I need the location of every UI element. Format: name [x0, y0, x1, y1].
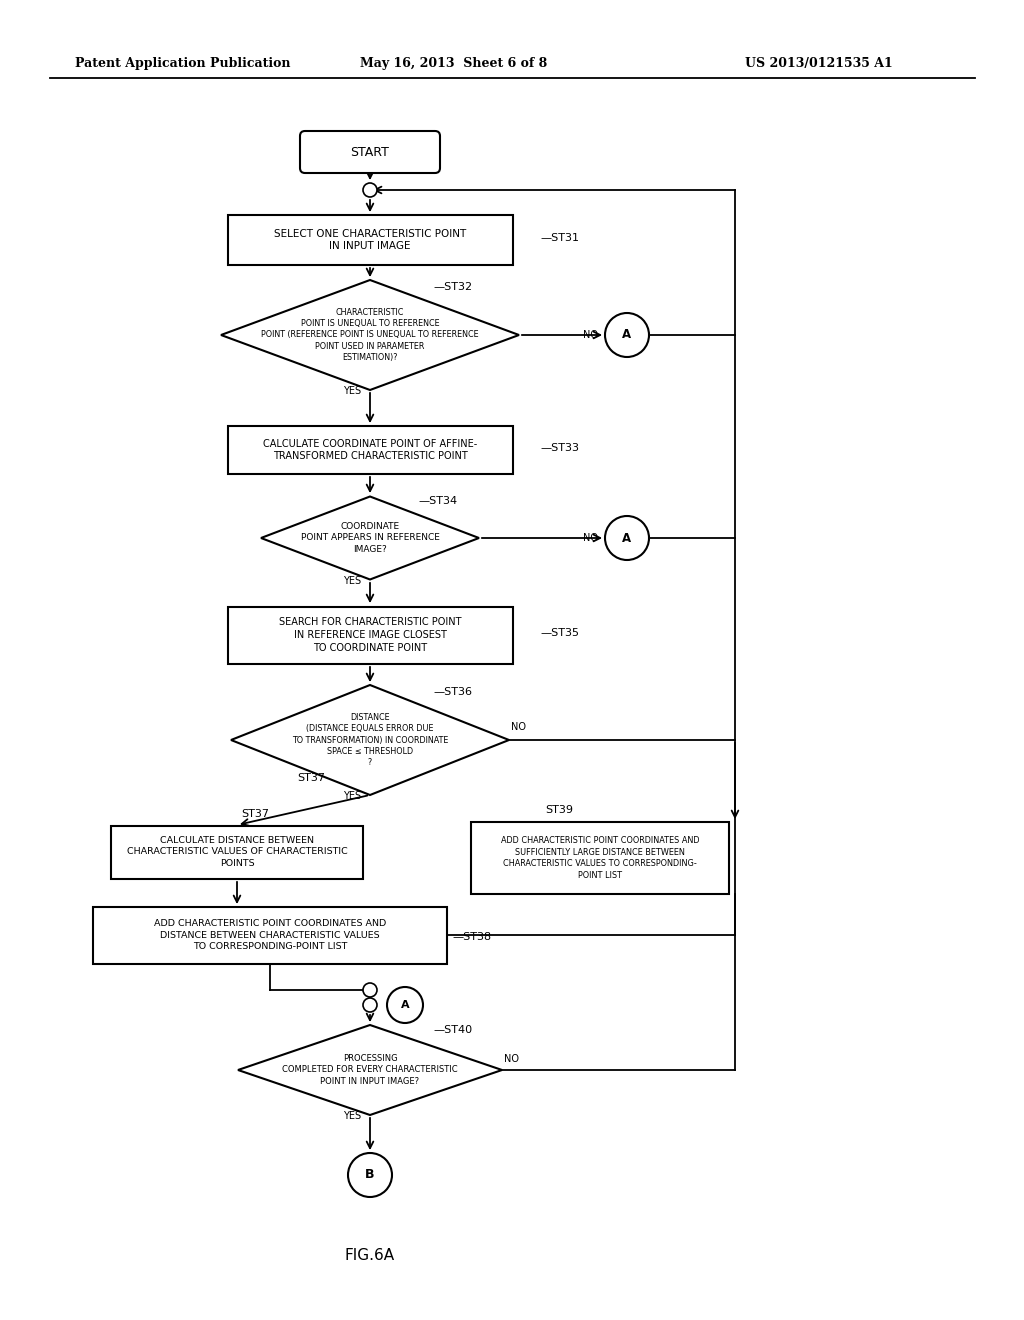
- Polygon shape: [231, 685, 509, 795]
- Text: —ST35: —ST35: [540, 628, 579, 638]
- Text: DISTANCE
(DISTANCE EQUALS ERROR DUE
TO TRANSFORMATION) IN COORDINATE
SPACE ≤ THR: DISTANCE (DISTANCE EQUALS ERROR DUE TO T…: [292, 713, 449, 767]
- Text: A: A: [623, 329, 632, 342]
- Circle shape: [348, 1152, 392, 1197]
- Text: ST37: ST37: [241, 809, 269, 818]
- Circle shape: [605, 313, 649, 356]
- Circle shape: [362, 998, 377, 1012]
- Text: —ST34: —ST34: [418, 496, 457, 506]
- Text: NO: NO: [504, 1053, 519, 1064]
- Bar: [227, 426, 512, 474]
- Text: YES: YES: [343, 576, 361, 586]
- Circle shape: [605, 516, 649, 560]
- Text: ST37: ST37: [297, 774, 325, 783]
- Text: A: A: [400, 1001, 410, 1010]
- Text: NO: NO: [583, 533, 598, 543]
- Text: CHARACTERISTIC
POINT IS UNEQUAL TO REFERENCE
POINT (REFERENCE POINT IS UNEQUAL T: CHARACTERISTIC POINT IS UNEQUAL TO REFER…: [261, 309, 479, 362]
- Text: NO: NO: [511, 722, 526, 733]
- Text: SELECT ONE CHARACTERISTIC POINT
IN INPUT IMAGE: SELECT ONE CHARACTERISTIC POINT IN INPUT…: [273, 228, 466, 251]
- Text: NO: NO: [583, 330, 598, 341]
- Text: START: START: [350, 145, 389, 158]
- Text: —ST40: —ST40: [433, 1026, 472, 1035]
- Text: US 2013/0121535 A1: US 2013/0121535 A1: [745, 57, 893, 70]
- Text: —ST33: —ST33: [540, 444, 579, 453]
- Polygon shape: [238, 1026, 502, 1115]
- Bar: [111, 825, 362, 879]
- Circle shape: [387, 987, 423, 1023]
- Text: A: A: [623, 532, 632, 544]
- Bar: [227, 215, 512, 265]
- Text: CALCULATE COORDINATE POINT OF AFFINE-
TRANSFORMED CHARACTERISTIC POINT: CALCULATE COORDINATE POINT OF AFFINE- TR…: [263, 438, 477, 462]
- Polygon shape: [221, 280, 519, 389]
- Text: YES: YES: [343, 385, 361, 396]
- Text: SEARCH FOR CHARACTERISTIC POINT
IN REFERENCE IMAGE CLOSEST
TO COORDINATE POINT: SEARCH FOR CHARACTERISTIC POINT IN REFER…: [279, 618, 461, 653]
- Text: —ST38: —ST38: [452, 932, 492, 942]
- Text: PROCESSING
COMPLETED FOR EVERY CHARACTERISTIC
POINT IN INPUT IMAGE?: PROCESSING COMPLETED FOR EVERY CHARACTER…: [283, 1055, 458, 1085]
- Text: Patent Application Publication: Patent Application Publication: [75, 57, 291, 70]
- Circle shape: [362, 983, 377, 997]
- Text: ADD CHARACTERISTIC POINT COORDINATES AND
SUFFICIENTLY LARGE DISTANCE BETWEEN
CHA: ADD CHARACTERISTIC POINT COORDINATES AND…: [501, 837, 699, 879]
- Text: —ST32: —ST32: [433, 282, 472, 292]
- Bar: [227, 606, 512, 664]
- Text: COORDINATE
POINT APPEARS IN REFERENCE
IMAGE?: COORDINATE POINT APPEARS IN REFERENCE IM…: [301, 523, 439, 553]
- Polygon shape: [261, 496, 479, 579]
- Bar: [471, 822, 729, 894]
- Text: ST39: ST39: [545, 805, 573, 814]
- Text: YES: YES: [343, 1111, 361, 1121]
- Text: B: B: [366, 1168, 375, 1181]
- Text: CALCULATE DISTANCE BETWEEN
CHARACTERISTIC VALUES OF CHARACTERISTIC
POINTS: CALCULATE DISTANCE BETWEEN CHARACTERISTI…: [127, 836, 347, 869]
- Text: —ST36: —ST36: [433, 686, 472, 697]
- Text: FIG.6A: FIG.6A: [345, 1247, 395, 1262]
- Text: YES: YES: [343, 791, 361, 801]
- Bar: [93, 907, 447, 964]
- Text: —ST31: —ST31: [540, 234, 579, 243]
- FancyBboxPatch shape: [300, 131, 440, 173]
- Text: ADD CHARACTERISTIC POINT COORDINATES AND
DISTANCE BETWEEN CHARACTERISTIC VALUES
: ADD CHARACTERISTIC POINT COORDINATES AND…: [154, 919, 386, 950]
- Text: May 16, 2013  Sheet 6 of 8: May 16, 2013 Sheet 6 of 8: [360, 57, 547, 70]
- Circle shape: [362, 183, 377, 197]
